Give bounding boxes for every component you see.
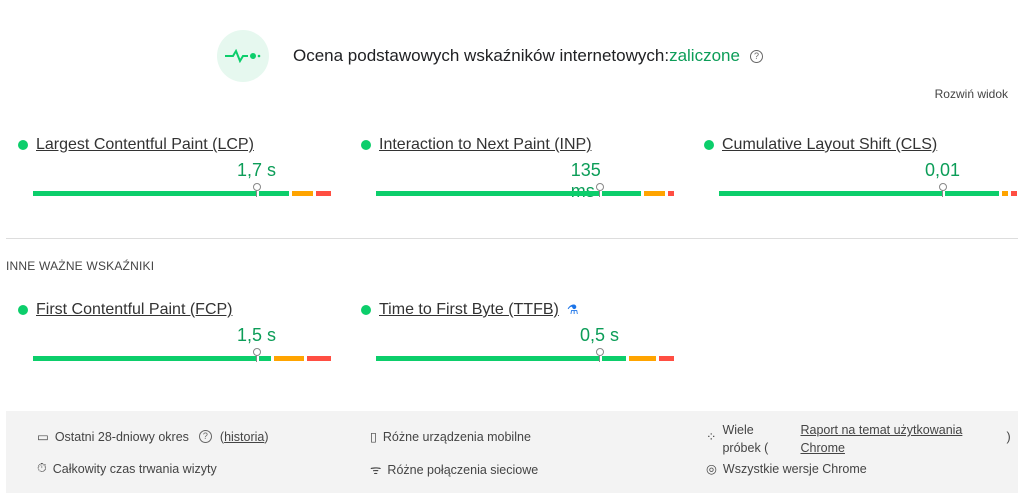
metric-card: First Contentful Paint (FCP) 1,5 s bbox=[14, 301, 331, 362]
expand-view-button[interactable]: Rozwiń widok bbox=[934, 87, 1008, 101]
metric-link[interactable]: Time to First Byte (TTFB) bbox=[379, 301, 559, 318]
percentile-marker bbox=[252, 348, 261, 362]
assessment-status: zaliczone bbox=[669, 46, 740, 65]
duration-item: ⏱ Całkowity czas trwania wizyty bbox=[37, 461, 217, 476]
percentile-marker bbox=[938, 183, 947, 197]
help-icon[interactable]: ? bbox=[749, 50, 763, 64]
period-text: Ostatni 28-dniowy okres bbox=[54, 429, 189, 444]
duration-text: Całkowity czas trwania wizyty bbox=[52, 461, 217, 476]
metric-card: Time to First Byte (TTFB) ⚗ 0,5 s bbox=[357, 301, 674, 362]
pulse-icon bbox=[217, 30, 269, 82]
signal-icon: ᯤ bbox=[370, 463, 382, 477]
metric-value: 1,5 s bbox=[236, 325, 277, 345]
poor-segment bbox=[668, 191, 674, 196]
distribution-bar bbox=[719, 183, 1017, 197]
versions-item: ◎ Wszystkie wersje Chrome bbox=[706, 461, 867, 477]
devices-icon: ▯ bbox=[370, 430, 377, 444]
metric-link[interactable]: Largest Contentful Paint (LCP) bbox=[36, 136, 254, 153]
history-link[interactable]: historia bbox=[224, 429, 265, 444]
samples-suffix: ) bbox=[1006, 430, 1011, 444]
needs-improvement-segment bbox=[1002, 191, 1009, 196]
samples-prefix: Wiele próbek ( bbox=[722, 423, 769, 455]
good-segment bbox=[33, 191, 290, 196]
good-segment bbox=[719, 191, 1000, 196]
assessment-header: Ocena podstawowych wskaźników internetow… bbox=[217, 30, 763, 82]
good-segment bbox=[33, 356, 272, 361]
poor-segment bbox=[659, 356, 674, 361]
connections-text: Różne połączenia sieciowe bbox=[387, 462, 539, 477]
flask-icon: ⚗ bbox=[566, 302, 579, 317]
chrome-icon: ◎ bbox=[706, 462, 717, 476]
needs-improvement-segment bbox=[629, 356, 657, 361]
calendar-icon: ▭ bbox=[37, 430, 49, 444]
distribution-bar bbox=[376, 183, 674, 197]
stopwatch-icon: ⏱ bbox=[37, 461, 47, 475]
marker-gap bbox=[255, 356, 259, 361]
marker-gap bbox=[598, 191, 602, 196]
data-source-footer: ▭ Ostatni 28-dniowy okres? (historia) ⏱ Cał… bbox=[6, 411, 1018, 493]
metric-value: 1,7 s bbox=[236, 160, 277, 180]
metric-link[interactable]: Cumulative Layout Shift (CLS) bbox=[722, 136, 938, 153]
percentile-marker bbox=[252, 183, 261, 197]
samples-icon: ⁘ bbox=[706, 430, 717, 444]
status-dot bbox=[18, 140, 28, 150]
needs-improvement-segment bbox=[292, 191, 314, 196]
needs-improvement-segment bbox=[644, 191, 666, 196]
metric-link[interactable]: First Contentful Paint (FCP) bbox=[36, 301, 233, 318]
metric-card: Largest Contentful Paint (LCP) 1,7 s bbox=[14, 136, 331, 197]
divider bbox=[6, 238, 1018, 239]
devices-text: Różne urządzenia mobilne bbox=[382, 429, 531, 444]
period-item: ▭ Ostatni 28-dniowy okres? (historia) bbox=[37, 429, 269, 445]
distribution-bar bbox=[33, 348, 331, 362]
other-metrics-heading: INNE WAŻNE WSKAŹNIKI bbox=[6, 259, 155, 273]
crux-report-link[interactable]: Raport na temat użytkowania Chrome bbox=[800, 423, 963, 455]
status-dot bbox=[704, 140, 714, 150]
poor-segment bbox=[316, 191, 331, 196]
help-icon[interactable]: ? bbox=[198, 430, 212, 443]
status-dot bbox=[361, 305, 371, 315]
marker-gap bbox=[255, 191, 259, 196]
metric-value: 0,01 bbox=[924, 160, 961, 180]
good-segment bbox=[376, 191, 642, 196]
metric-link[interactable]: Interaction to Next Paint (INP) bbox=[379, 136, 592, 153]
versions-text: Wszystkie wersje Chrome bbox=[722, 461, 867, 476]
assessment-title: Ocena podstawowych wskaźników internetow… bbox=[293, 46, 763, 66]
marker-gap bbox=[941, 191, 945, 196]
devices-item: ▯ Różne urządzenia mobilne bbox=[370, 429, 531, 445]
samples-item: ⁘ Wiele próbek ( Raport na temat użytkowan… bbox=[706, 421, 1011, 457]
percentile-marker bbox=[595, 183, 604, 197]
status-dot bbox=[361, 140, 371, 150]
connections-item: ᯤ Różne połączenia sieciowe bbox=[370, 461, 538, 478]
status-dot bbox=[18, 305, 28, 315]
title-text: Ocena podstawowych wskaźników internetow… bbox=[293, 46, 670, 65]
metric-card: Cumulative Layout Shift (CLS) 0,01 bbox=[700, 136, 1017, 197]
good-segment bbox=[376, 356, 627, 361]
distribution-bar bbox=[33, 183, 331, 197]
distribution-bar bbox=[376, 348, 674, 362]
poor-segment bbox=[1011, 191, 1017, 196]
percentile-marker bbox=[595, 348, 604, 362]
metric-card: Interaction to Next Paint (INP) 135 ms bbox=[357, 136, 674, 201]
poor-segment bbox=[307, 356, 331, 361]
needs-improvement-segment bbox=[274, 356, 305, 361]
metric-value: 0,5 s bbox=[579, 325, 620, 345]
marker-gap bbox=[598, 356, 602, 361]
